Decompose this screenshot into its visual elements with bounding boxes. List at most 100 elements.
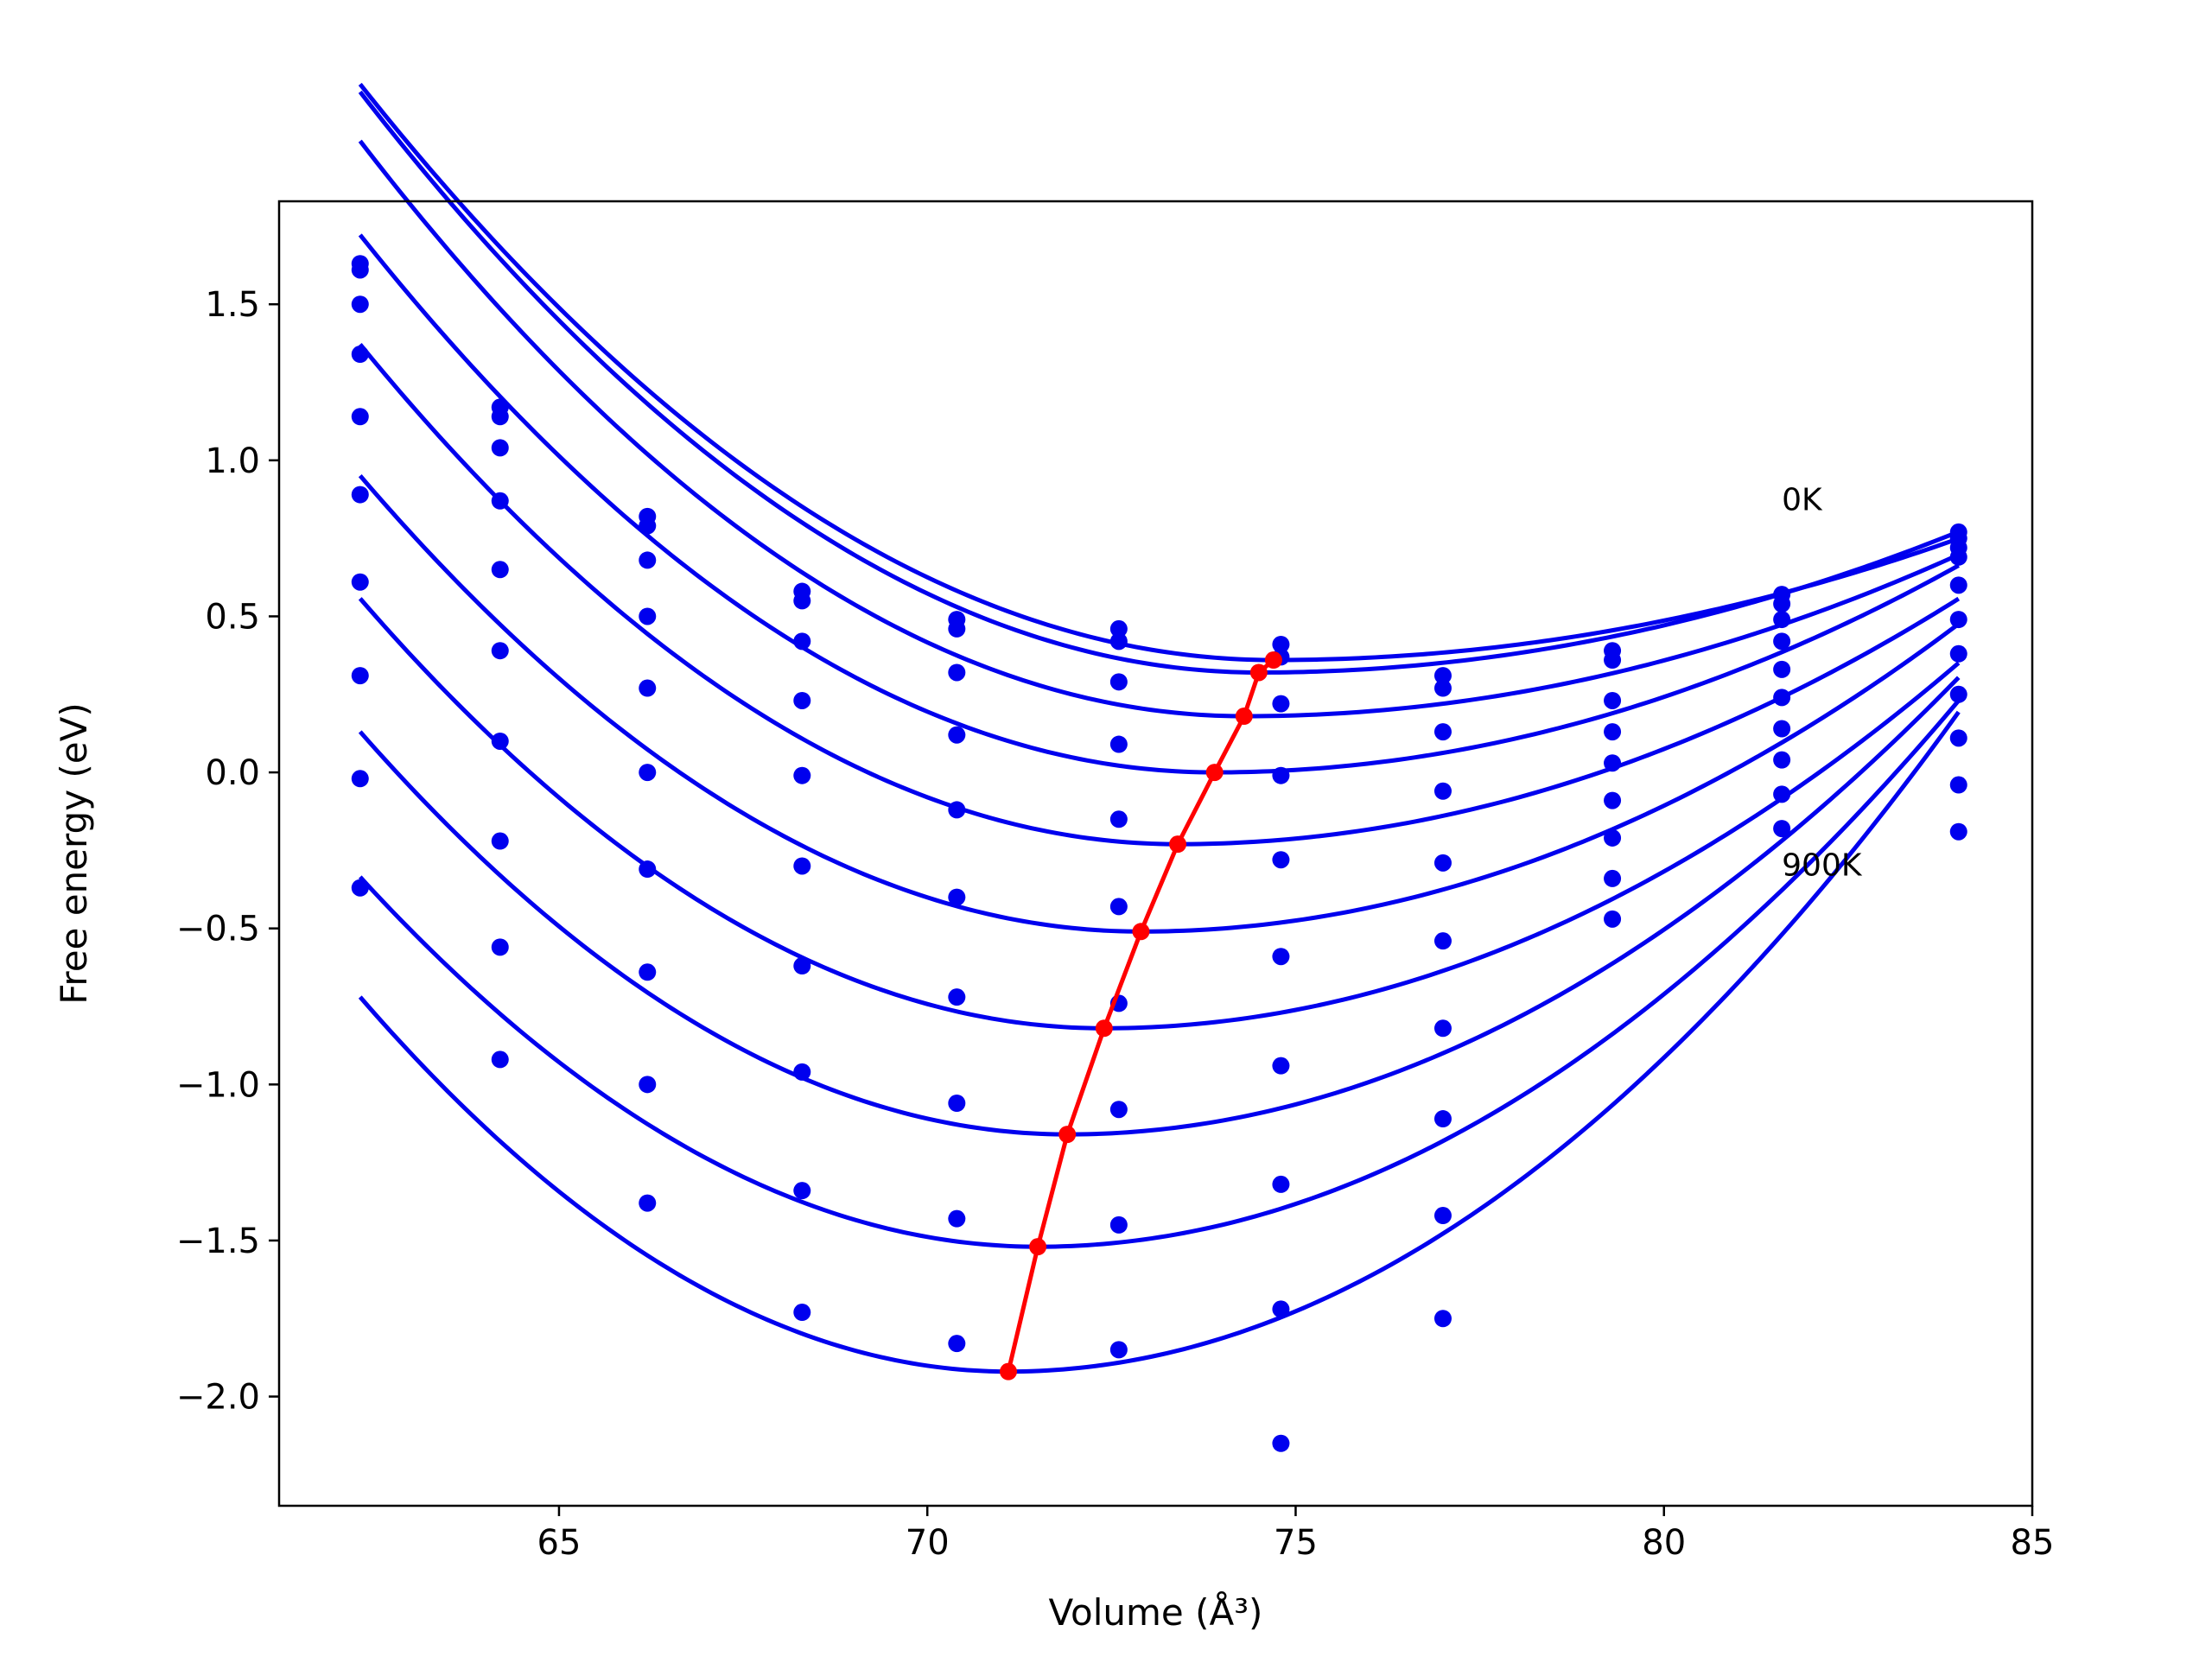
data-point <box>351 573 369 591</box>
x-tick-label: 75 <box>1274 1523 1318 1563</box>
minimum-point <box>1058 1126 1077 1144</box>
data-point <box>1272 851 1290 869</box>
data-point <box>1949 576 1967 594</box>
data-point <box>1773 720 1791 738</box>
data-point <box>1604 691 1622 709</box>
data-point <box>1433 723 1452 741</box>
data-point <box>1949 644 1967 663</box>
minimum-point <box>1029 1238 1047 1256</box>
data-point <box>639 1194 657 1212</box>
y-tick-label: −1.5 <box>176 1222 260 1261</box>
data-point <box>1272 766 1290 784</box>
data-point <box>491 439 509 457</box>
data-point <box>1272 948 1290 966</box>
data-point <box>491 492 509 510</box>
data-point <box>1433 782 1452 800</box>
data-point <box>793 1182 811 1200</box>
data-point <box>1109 898 1128 916</box>
data-point <box>1272 1434 1290 1452</box>
minimum-point <box>1235 708 1253 726</box>
data-point <box>1604 723 1622 741</box>
annotations: 0K 900K <box>1782 483 1863 884</box>
data-point <box>1433 1110 1452 1128</box>
data-point <box>491 832 509 850</box>
fit-curves <box>358 82 1961 1374</box>
data-point <box>639 860 657 879</box>
data-point <box>639 517 657 535</box>
data-point <box>793 857 811 875</box>
data-point <box>639 551 657 569</box>
data-point <box>1773 632 1791 651</box>
fit-curve-5 <box>358 474 1961 934</box>
fit-curve-6 <box>358 597 1961 1031</box>
y-tick-label: 1.5 <box>205 285 260 325</box>
data-point <box>639 607 657 625</box>
x-tick-label: 80 <box>1642 1523 1686 1563</box>
data-point <box>793 691 811 709</box>
minima-line-group <box>1000 651 1282 1381</box>
fit-curve-9 <box>358 710 1961 1374</box>
data-point <box>1109 810 1128 828</box>
plot-frame <box>277 200 2034 1507</box>
y-tick-label: −0.5 <box>176 910 260 949</box>
minimum-point <box>1000 1362 1017 1381</box>
annotation-label: 0K <box>1782 483 1823 518</box>
x-tick-label: 70 <box>906 1523 950 1563</box>
data-point <box>1604 754 1622 772</box>
data-point <box>351 408 369 426</box>
fit-curve-1 <box>358 90 1960 675</box>
data-point <box>948 1335 966 1353</box>
minima-line <box>1006 658 1275 1373</box>
data-point <box>948 801 966 819</box>
x-axis-label: Volume (Å³) <box>1049 1590 1263 1634</box>
data-point <box>1604 828 1622 847</box>
data-point <box>948 1209 966 1228</box>
minimum-point <box>1095 1019 1113 1038</box>
data-point <box>1949 822 1967 841</box>
data-point <box>1773 611 1791 629</box>
data-point <box>1773 820 1791 838</box>
y-tick-label: 0.0 <box>205 753 260 793</box>
data-point <box>639 963 657 981</box>
data-point <box>1604 910 1622 928</box>
annotation-label: 900K <box>1782 847 1863 883</box>
data-point <box>793 766 811 784</box>
data-point <box>1773 785 1791 803</box>
data-point <box>1604 869 1622 887</box>
x-tick-label: 85 <box>2011 1523 2055 1563</box>
data-point <box>1109 1216 1128 1234</box>
fit-curve-7 <box>358 676 1961 1137</box>
data-point <box>1109 1341 1128 1359</box>
data-point <box>351 667 369 685</box>
minimum-point <box>1132 923 1150 941</box>
data-point <box>1773 689 1791 707</box>
data-point <box>948 663 966 682</box>
minimum-point <box>1205 764 1224 782</box>
data-point <box>1272 1057 1290 1075</box>
data-point <box>1109 735 1128 753</box>
data-point <box>1272 635 1290 653</box>
data-point <box>1433 1207 1452 1225</box>
data-point <box>948 1095 966 1112</box>
fit-curve-3 <box>358 233 1960 775</box>
data-point <box>1433 667 1452 685</box>
data-point <box>1109 673 1128 691</box>
data-point <box>491 408 509 426</box>
data-point <box>351 295 369 314</box>
data-point <box>1604 791 1622 809</box>
data-point <box>1773 660 1791 678</box>
data-point <box>1433 854 1452 872</box>
y-tick-label: −1.0 <box>176 1065 260 1105</box>
y-tick-label: −2.0 <box>176 1378 260 1418</box>
data-point <box>351 346 369 364</box>
data-point <box>1433 1310 1452 1328</box>
data-point <box>793 1304 811 1322</box>
data-point <box>948 988 966 1006</box>
data-point <box>1949 611 1967 629</box>
data-point <box>1433 932 1452 950</box>
data-point <box>1109 619 1128 638</box>
data-point <box>1109 1101 1128 1119</box>
data-point <box>491 642 509 660</box>
